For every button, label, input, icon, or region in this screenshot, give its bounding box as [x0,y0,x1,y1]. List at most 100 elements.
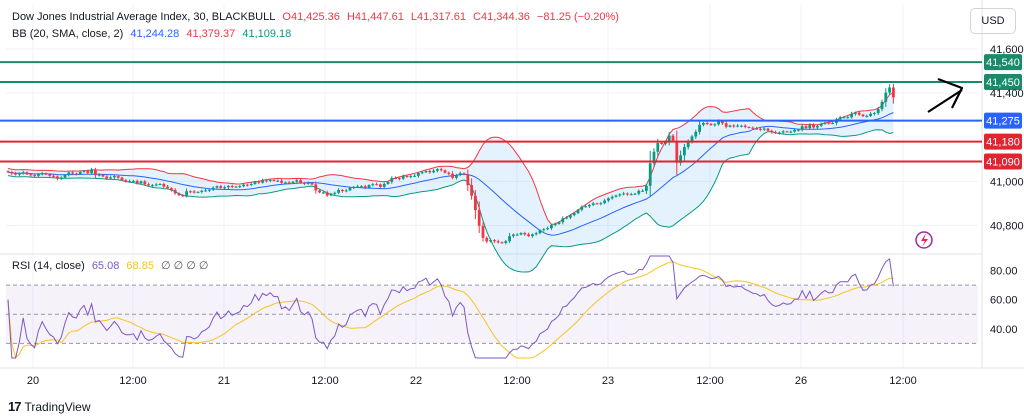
candle-body [105,176,109,179]
candle [56,175,59,181]
candle [645,183,648,195]
candle [823,121,827,125]
rsi-line [7,255,894,359]
candle-body [52,175,55,177]
currency-button[interactable]: USD [970,8,1016,34]
candle [599,201,603,206]
candle [614,194,618,198]
candle [97,173,101,177]
candle [280,178,283,184]
candle-body [633,193,637,195]
candle [755,126,758,130]
candle [515,233,519,236]
candle [648,150,652,197]
candle-body [318,190,321,193]
candle-body [299,180,302,183]
candle-body [732,125,736,127]
candle-body [63,174,67,178]
candle [253,180,257,185]
rsi-legend: RSI (14, close) 65.08 68.85 ∅ ∅ ∅ ∅ [12,259,213,272]
candle [37,173,40,178]
time-tick-label: 12:00 [889,375,917,387]
high-value: H41,447.61 [346,11,404,23]
candle [185,188,188,198]
grid [0,0,1024,369]
candle [413,174,416,178]
candle-body [740,125,743,127]
candle [257,180,261,185]
candle [439,167,443,172]
arrow-annotation [927,89,963,113]
candle-body [322,192,325,194]
candle-body [238,186,242,188]
candle [462,172,466,176]
candle-body [515,234,519,236]
candle [888,84,891,95]
candle [812,123,815,129]
level-tag-label: 41,090 [986,156,1020,168]
candle [284,181,287,185]
candle-body [40,173,44,175]
candle-body [360,186,363,188]
candle [116,174,120,179]
candle-body [778,132,781,134]
candle [842,116,846,119]
candle [246,183,249,187]
candle-body [789,131,793,133]
candle [740,124,743,128]
candle-body [223,187,226,189]
candle-body [557,222,561,224]
time-tick-label: 12:00 [696,375,724,387]
candle-body [29,174,33,176]
candle-body [637,190,641,194]
candle-body [876,109,880,114]
candle-body [227,185,230,188]
candle-body [474,195,477,211]
candle [743,124,747,129]
candle [363,184,367,190]
candle-body [656,142,660,152]
candle-body [295,180,299,182]
candle [424,170,428,174]
candle-body [33,175,36,177]
candle-body [379,184,382,187]
candle [698,120,701,135]
candle [629,192,633,196]
candle-body [785,131,789,133]
candle-body [219,186,223,188]
level-tag [984,54,1022,71]
candle-body [291,181,295,184]
candle-body [424,170,428,173]
candle [572,211,576,217]
candle [576,208,580,215]
candle [192,190,196,194]
rsi-value: 65.08 [91,260,120,272]
candle-body [215,186,219,188]
candle-body [451,173,454,178]
candle-body [246,184,249,186]
candle-body [287,182,291,184]
candle [124,178,128,183]
candle [310,182,314,186]
candle-body [390,178,394,182]
candle-body [310,182,314,185]
candle [709,123,713,126]
candle-body [496,241,500,243]
candle [135,179,139,185]
candle-body [793,129,796,132]
candle [876,106,880,115]
alert-icon-bolt [921,233,928,247]
candle [265,179,268,183]
candle [200,189,204,194]
candle-body [610,196,614,199]
candle [398,177,401,181]
candle-body [709,123,713,126]
candle [504,239,508,245]
candle-body [595,203,599,205]
candle-body [671,135,675,141]
candle-body [724,123,728,127]
horizontal-levels[interactable]: 41,540 41,450 41,275 41,180 41,090 [0,54,1022,170]
candle-body [101,174,105,177]
bb-lower-line [7,129,894,273]
